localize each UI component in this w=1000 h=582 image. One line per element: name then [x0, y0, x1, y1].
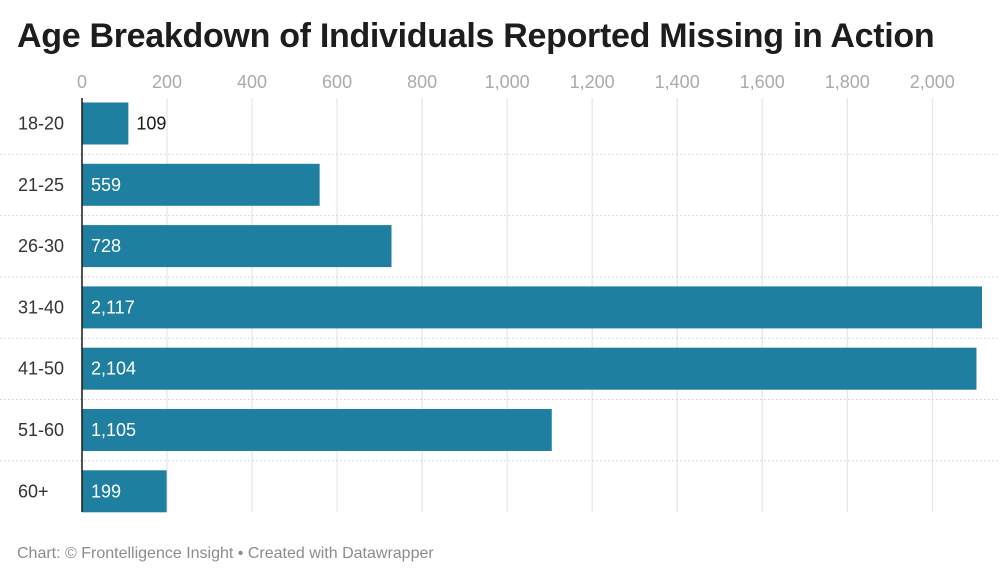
x-tick-label: 200 [152, 72, 182, 92]
bar [82, 409, 552, 451]
value-label: 199 [91, 481, 121, 501]
x-tick-label: 400 [237, 72, 267, 92]
chart-title: Age Breakdown of Individuals Reported Mi… [17, 17, 935, 55]
x-tick-label: 1,200 [570, 72, 615, 92]
category-label: 21-25 [18, 175, 64, 195]
bar [82, 347, 977, 390]
value-label: 1,105 [91, 420, 136, 440]
category-label: 31-40 [18, 297, 64, 317]
chart-credit: Chart: © Frontelligence Insight • Create… [17, 545, 434, 562]
bars [82, 102, 982, 513]
bar [82, 286, 982, 329]
value-label: 728 [91, 236, 121, 256]
row-separators [0, 153, 1000, 462]
value-label: 109 [136, 114, 166, 134]
category-labels: 18-20 21-25 26-30 31-40 41-50 51-60 60+ [18, 114, 64, 502]
bar [82, 225, 392, 268]
bar [82, 102, 129, 145]
x-tick-label: 1,400 [655, 72, 700, 92]
x-tick-label: 1,000 [485, 72, 530, 92]
bar [82, 470, 167, 513]
x-tick-label: 1,800 [825, 72, 870, 92]
x-tick-label: 1,600 [740, 72, 785, 92]
value-label: 2,117 [91, 297, 135, 317]
category-label: 18-20 [18, 114, 64, 134]
x-tick-label: 800 [407, 72, 437, 92]
category-label: 60+ [18, 481, 49, 501]
value-label: 559 [91, 175, 121, 195]
value-labels: 109 559 728 2,117 2,104 1,105 199 [91, 114, 166, 502]
x-tick-label: 0 [77, 72, 87, 92]
x-axis-ticks: 0 200 400 600 800 1,000 1,200 1,400 1,600 1,800 2,… [77, 72, 955, 92]
category-label: 41-50 [18, 359, 64, 379]
bar [82, 163, 320, 206]
value-label: 2,104 [91, 359, 136, 379]
x-tick-label: 2,000 [910, 72, 955, 92]
x-tick-label: 600 [322, 72, 352, 92]
category-label: 51-60 [18, 420, 64, 440]
category-label: 26-30 [18, 236, 64, 256]
